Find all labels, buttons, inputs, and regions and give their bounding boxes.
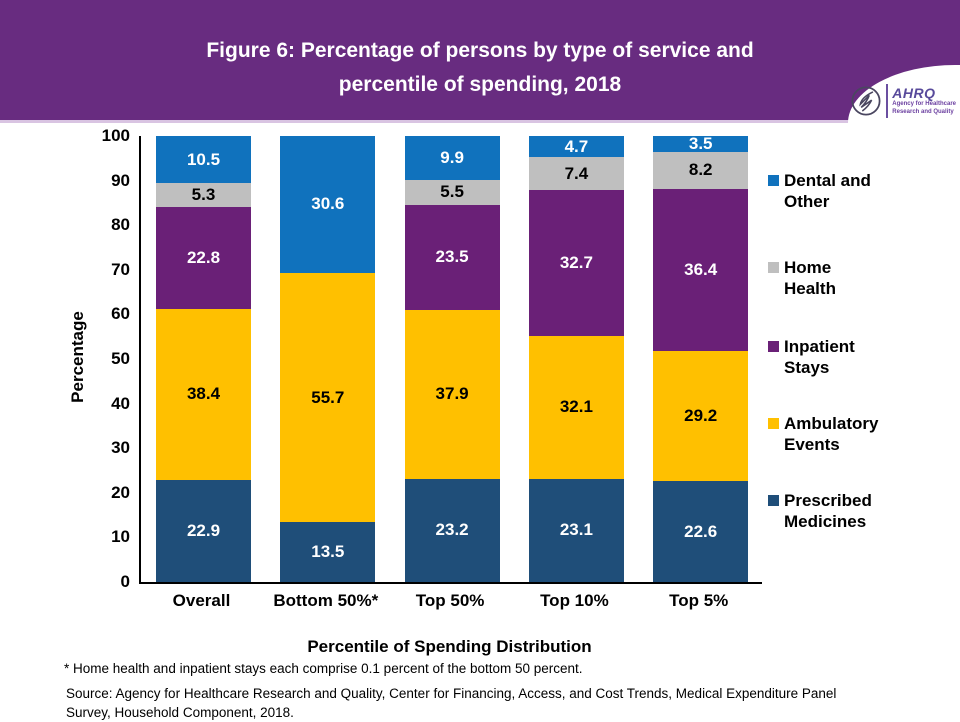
legend-marker-home-health: [768, 262, 779, 273]
segment-home-health: 5.5: [405, 180, 500, 205]
x-axis-title: Percentile of Spending Distribution: [139, 637, 760, 657]
segment-dental-and-other: 10.5: [156, 136, 251, 183]
segment-prescribed-medicines: 23.2: [405, 479, 500, 582]
segment-dental-and-other: 3.5: [653, 136, 748, 152]
legend-marker-prescribed-medicines: [768, 495, 779, 506]
segment-ambulatory-events: 55.7: [280, 273, 375, 521]
segment-prescribed-medicines: 22.9: [156, 480, 251, 582]
segment-home-health: 8.2: [653, 152, 748, 189]
segment-inpatient-stays: 36.4: [653, 189, 748, 351]
ahrq-wordmark: AHRQ: [892, 86, 956, 100]
segment-inpatient-stays: 32.7: [529, 190, 624, 336]
y-tick-label: 90: [85, 171, 130, 191]
legend-label: Ambulatory Events: [784, 413, 882, 455]
segment-ambulatory-events: 38.4: [156, 309, 251, 480]
source-note: Source: Agency for Healthcare Research a…: [66, 684, 876, 722]
y-tick-label: 60: [85, 304, 130, 324]
x-axis-category-label: Bottom 50%*: [263, 591, 388, 611]
legend-label: Dental and Other: [784, 170, 882, 212]
figure-title-line2: percentile of spending, 2018: [0, 68, 960, 102]
x-axis-category-label: Top 5%: [636, 591, 761, 611]
legend-item-ambulatory-events: Ambulatory Events: [768, 413, 898, 455]
logo-divider: [886, 84, 888, 118]
header-band: Figure 6: Percentage of persons by type …: [0, 0, 960, 123]
segment-home-health: 7.4: [529, 157, 624, 190]
segment-prescribed-medicines: 13.5: [280, 522, 375, 582]
y-tick-label: 80: [85, 215, 130, 235]
legend-marker-ambulatory-events: [768, 418, 779, 429]
x-axis-category-label: Overall: [139, 591, 264, 611]
y-tick-label: 30: [85, 438, 130, 458]
segment-inpatient-stays: 23.5: [405, 205, 500, 310]
legend-item-dental-and-other: Dental and Other: [768, 170, 898, 212]
legend-label: Inpatient Stays: [784, 336, 882, 378]
figure-title: Figure 6: Percentage of persons by type …: [0, 34, 960, 102]
y-tick-label: 20: [85, 483, 130, 503]
legend-label: Prescribed Medicines: [784, 490, 882, 532]
footnote: * Home health and inpatient stays each c…: [64, 661, 583, 676]
segment-home-health: 5.3: [156, 183, 251, 207]
legend-item-prescribed-medicines: Prescribed Medicines: [768, 490, 898, 532]
y-tick-label: 40: [85, 394, 130, 414]
hhs-eagle-icon: [850, 85, 882, 117]
figure-title-line1: Figure 6: Percentage of persons by type …: [0, 34, 960, 68]
legend-marker-dental-and-other: [768, 175, 779, 186]
y-tick-label: 10: [85, 527, 130, 547]
y-tick-label: 100: [85, 126, 130, 146]
ahrq-wordmark-block: AHRQ Agency for Healthcare Research and …: [892, 86, 956, 117]
segment-ambulatory-events: 32.1: [529, 336, 624, 479]
segment-ambulatory-events: 37.9: [405, 310, 500, 479]
segment-ambulatory-events: 29.2: [653, 351, 748, 481]
ahrq-tagline-line2: Research and Quality: [892, 109, 956, 117]
segment-dental-and-other: 30.6: [280, 136, 375, 272]
ahrq-tagline-line1: Agency for Healthcare: [892, 101, 956, 109]
x-axis-category-label: Top 10%: [512, 591, 637, 611]
segment-dental-and-other: 4.7: [529, 136, 624, 157]
segment-inpatient-stays: 22.8: [156, 207, 251, 309]
segment-prescribed-medicines: 23.1: [529, 479, 624, 582]
x-axis-category-label: Top 50%: [388, 591, 513, 611]
y-tick-label: 50: [85, 349, 130, 369]
segment-prescribed-medicines: 22.6: [653, 481, 748, 582]
segment-dental-and-other: 9.9: [405, 136, 500, 180]
y-tick-label: 0: [85, 572, 130, 592]
legend-label: Home Health: [784, 257, 882, 299]
legend-marker-inpatient-stays: [768, 341, 779, 352]
legend-item-inpatient-stays: Inpatient Stays: [768, 336, 898, 378]
y-tick-label: 70: [85, 260, 130, 280]
legend-item-home-health: Home Health: [768, 257, 898, 299]
ahrq-logo-inner: AHRQ Agency for Healthcare Research and …: [850, 84, 956, 118]
